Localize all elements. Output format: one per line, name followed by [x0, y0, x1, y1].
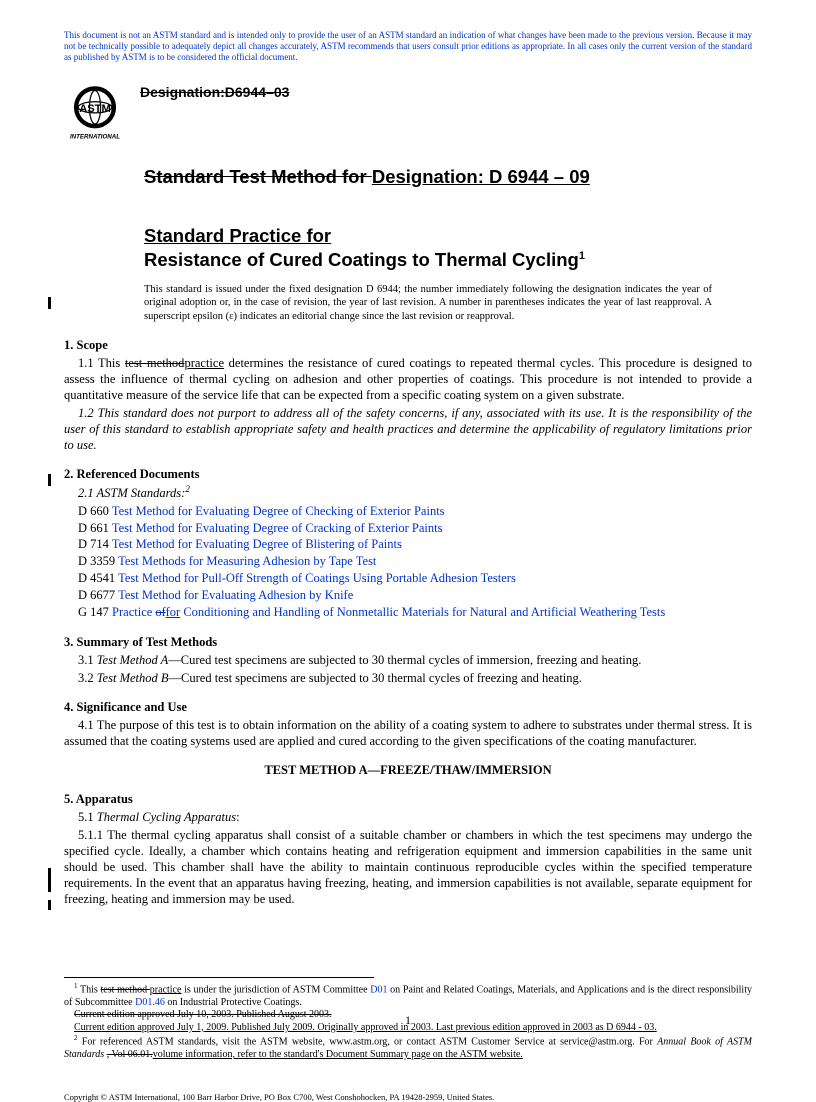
title-block: Designation:D6944–03 — [140, 80, 752, 100]
para-3-2: 3.2 Test Method B—Cured test specimens a… — [64, 670, 752, 686]
practice-line2: Resistance of Cured Coatings to Thermal … — [144, 249, 579, 270]
referenced-documents-list: D 660 Test Method for Evaluating Degree … — [64, 503, 752, 621]
ref-item: D 714 Test Method for Evaluating Degree … — [78, 536, 752, 553]
ref-item: D 3359 Test Methods for Measuring Adhesi… — [78, 553, 752, 570]
disclaimer-text: This document is not an ASTM standard an… — [64, 30, 752, 62]
ref-link[interactable]: Test Methods for Measuring Adhesion by T… — [118, 554, 376, 568]
practice-line1: Standard Practice for — [144, 225, 331, 246]
main-title-line: Standard Test Method for Designation: D … — [144, 166, 752, 188]
link-d01[interactable]: D01 — [370, 984, 387, 995]
svg-text:INTERNATIONAL: INTERNATIONAL — [70, 134, 120, 141]
ref-item: D 6677 Test Method for Evaluating Adhesi… — [78, 587, 752, 604]
section-1-head: 1. Scope — [64, 338, 752, 353]
ref-item: G 147 Practice offor Conditioning and Ha… — [78, 604, 752, 621]
title-strike: Standard Test Method for — [144, 166, 372, 187]
para-4-1: 4.1 The purpose of this test is to obtai… — [64, 717, 752, 749]
astm-logo: ASTM INTERNATIONAL — [64, 80, 126, 142]
practice-title: Standard Practice for Resistance of Cure… — [144, 224, 752, 270]
ref-item: D 4541 Test Method for Pull-Off Strength… — [78, 570, 752, 587]
ref-item: D 660 Test Method for Evaluating Degree … — [78, 503, 752, 520]
ref-link[interactable]: Test Method for Evaluating Degree of Bli… — [112, 537, 402, 551]
section-3-head: 3. Summary of Test Methods — [64, 635, 752, 650]
para-5-1-1: 5.1.1 The thermal cycling apparatus shal… — [64, 827, 752, 907]
ref-link[interactable]: Practice offor Conditioning and Handling… — [112, 605, 665, 619]
ref-item: D 661 Test Method for Evaluating Degree … — [78, 520, 752, 537]
page-number: 1 — [405, 1013, 411, 1028]
para-5-1: 5.1 Thermal Cycling Apparatus: — [64, 809, 752, 825]
para-2-1: 2.1 ASTM Standards:2 — [64, 484, 752, 501]
svg-text:ASTM: ASTM — [79, 104, 111, 116]
link-d0146[interactable]: D01.46 — [135, 997, 165, 1008]
change-bar — [48, 474, 51, 486]
old-designation: Designation:D6944–03 — [140, 84, 752, 100]
ref-link[interactable]: Test Method for Pull-Off Strength of Coa… — [118, 571, 516, 585]
para-1-2: 1.2 This standard does not purport to ad… — [64, 405, 752, 453]
change-bar — [48, 868, 51, 892]
change-bar — [48, 297, 51, 309]
section-4-head: 4. Significance and Use — [64, 700, 752, 715]
ref-link[interactable]: Test Method for Evaluating Degree of Che… — [112, 504, 445, 518]
change-bar — [48, 900, 51, 910]
copyright-text: Copyright © ASTM International, 100 Barr… — [64, 1092, 752, 1102]
para-1-1: 1.1 This test methodpractice determines … — [64, 355, 752, 403]
title-new: Designation: D 6944 – 09 — [372, 166, 590, 187]
section-5-head: 5. Apparatus — [64, 792, 752, 807]
ref-link[interactable]: Test Method for Evaluating Adhesion by K… — [118, 588, 353, 602]
para-3-1: 3.1 Test Method A—Cured test specimens a… — [64, 652, 752, 668]
test-method-a-head: TEST METHOD A—FREEZE/THAW/IMMERSION — [64, 763, 752, 778]
section-2-head: 2. Referenced Documents — [64, 467, 752, 482]
practice-sup: 1 — [579, 249, 585, 261]
issued-note: This standard is issued under the fixed … — [144, 283, 712, 324]
ref-link[interactable]: Test Method for Evaluating Degree of Cra… — [112, 521, 443, 535]
header-row: ASTM INTERNATIONAL Designation:D6944–03 — [64, 80, 752, 142]
